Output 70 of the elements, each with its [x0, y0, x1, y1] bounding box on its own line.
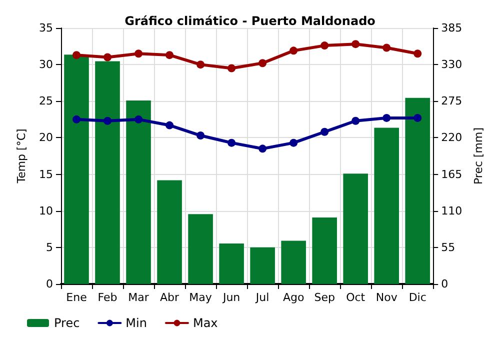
point	[382, 44, 391, 52]
bar	[250, 247, 275, 284]
y-tick-label: 0	[46, 278, 53, 290]
legend-label: Prec	[54, 316, 80, 330]
point	[414, 114, 422, 122]
x-tick-label: Ago	[282, 291, 304, 304]
point	[166, 51, 174, 60]
bar	[95, 61, 120, 284]
bar	[157, 180, 182, 284]
point	[72, 115, 81, 124]
bar	[343, 174, 368, 284]
x-tick-label: Mar	[128, 291, 150, 304]
point	[258, 59, 267, 68]
y-axis-title: Temp [°C]	[15, 128, 28, 184]
bar	[64, 54, 89, 284]
x-tick-label: Jun	[222, 291, 240, 304]
chart-title: Gráfico climático - Puerto Maldonado	[124, 14, 376, 28]
x-tick-label: Abr	[160, 291, 180, 304]
y-tick-label: 30	[39, 58, 53, 72]
point	[320, 128, 329, 136]
y2-axis-title: Prec [mm]	[472, 127, 485, 185]
point	[134, 115, 143, 124]
point	[352, 116, 360, 125]
y2-tick-label: 0	[441, 278, 448, 290]
point	[196, 60, 205, 69]
point	[290, 46, 298, 55]
point	[72, 51, 81, 60]
y2-tick-label: 165	[441, 168, 462, 181]
point	[228, 64, 236, 72]
bar	[126, 100, 151, 284]
x-tick-label: Oct	[346, 291, 366, 304]
y-tick-label: 20	[39, 131, 53, 144]
point	[166, 121, 174, 130]
x-tick-label: May	[189, 291, 212, 304]
y2-tick-label: 275	[441, 94, 462, 108]
x-tick-label: Feb	[98, 291, 118, 304]
bar	[188, 214, 213, 284]
point	[134, 50, 143, 58]
y-tick-label: 5	[46, 240, 53, 254]
point	[414, 50, 422, 58]
x-tick-label: Jul	[254, 291, 270, 304]
point	[382, 114, 391, 122]
y-tick-label: 35	[39, 22, 53, 34]
bar	[374, 128, 399, 284]
point	[352, 40, 360, 48]
point	[104, 116, 112, 125]
y2-tick-label: 330	[441, 58, 462, 72]
y-tick-label: 10	[39, 204, 53, 218]
x-tick-label: Ene	[66, 291, 88, 304]
x-tick-label: Nov	[376, 291, 398, 304]
bar	[219, 243, 244, 284]
y-tick-label: 15	[39, 168, 53, 181]
y2-tick-label: 385	[441, 22, 462, 34]
point	[104, 53, 112, 62]
x-tick-label: Dic	[408, 291, 426, 304]
y2-tick-label: 55	[441, 240, 456, 254]
x-tick-label: Sep	[314, 291, 335, 304]
y-tick-label: 25	[39, 94, 53, 108]
point	[258, 144, 267, 153]
bar	[405, 98, 430, 284]
point	[196, 132, 205, 140]
bar	[312, 218, 337, 284]
point	[228, 138, 236, 147]
point	[320, 42, 329, 50]
legend-label: Max	[192, 316, 218, 330]
bar	[281, 240, 306, 284]
point	[290, 138, 298, 147]
legend-label: Min	[126, 316, 147, 330]
y2-tick-label: 220	[441, 131, 462, 144]
y2-tick-label: 110	[441, 204, 462, 218]
